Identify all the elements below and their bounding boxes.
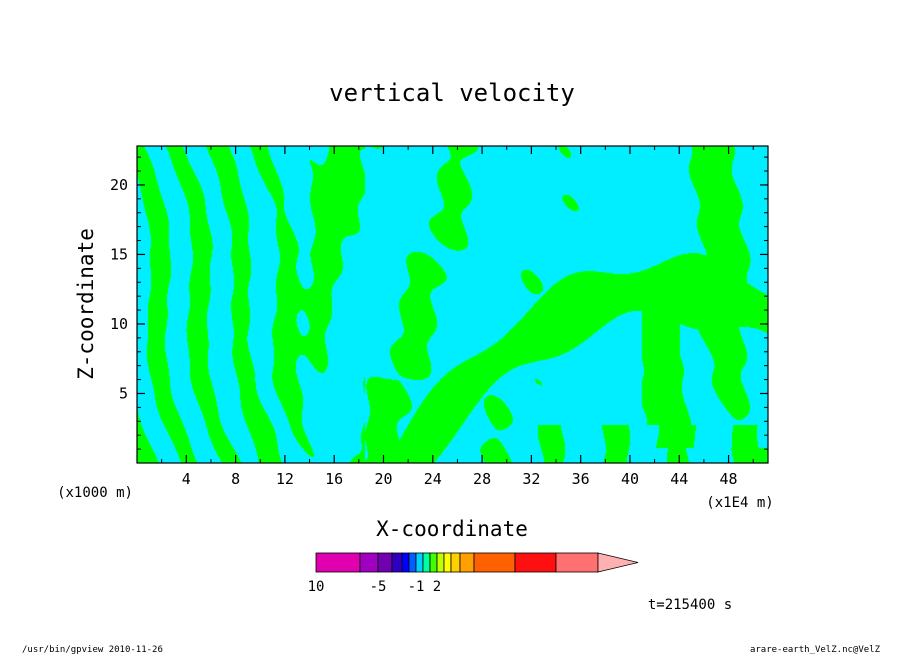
x-tick-label: 48 xyxy=(720,470,738,488)
x-tick-label: 4 xyxy=(182,470,191,488)
colorbar-segment xyxy=(391,552,403,573)
colorbar-tick-label: 2 xyxy=(433,579,441,595)
x-tick-label: 20 xyxy=(374,470,392,488)
colorbar-segment xyxy=(514,552,557,573)
colorbar-segment xyxy=(401,552,410,573)
x-unit-right: (x1E4 m) xyxy=(706,495,773,511)
x-unit-left: (x1000 m) xyxy=(57,485,133,501)
colorbar-tick-label: -5 xyxy=(370,579,387,595)
colorbar-tick-labels: -5 -1 2 10 xyxy=(308,579,442,595)
colorbar-segment xyxy=(436,552,445,573)
y-tick-label: 15 xyxy=(110,245,128,263)
x-tick-label: 16 xyxy=(325,470,343,488)
colorbar-segment xyxy=(359,552,379,573)
velocity-field-image xyxy=(137,146,768,463)
x-axis-ticks: 4 8 12 16 20 24 28 32 36 40 44 48 xyxy=(161,146,754,488)
colorbar-segment xyxy=(429,552,438,573)
x-tick-label: 8 xyxy=(231,470,240,488)
time-label: t=215400 s xyxy=(648,597,732,613)
colorbar-arrow xyxy=(597,552,639,573)
chart-title: vertical velocity xyxy=(329,79,575,107)
colorbar-tick-label: 10 xyxy=(308,579,325,595)
colorbar-segment xyxy=(422,552,431,573)
colorbar-segment xyxy=(377,552,393,573)
colorbar-segment xyxy=(450,552,461,573)
y-tick-label: 5 xyxy=(119,384,128,402)
y-tick-label: 20 xyxy=(110,176,128,194)
colorbar-segment xyxy=(315,552,361,573)
x-tick-label: 44 xyxy=(670,470,688,488)
colorbar-segment xyxy=(408,552,417,573)
x-tick-label: 32 xyxy=(522,470,540,488)
colorbar-segment xyxy=(459,552,475,573)
plot-area xyxy=(136,145,769,464)
colorbar-segment xyxy=(443,552,452,573)
y-tick-label: 10 xyxy=(110,315,128,333)
colorbar xyxy=(315,552,639,573)
plot-frame xyxy=(136,145,769,464)
x-tick-label: 24 xyxy=(424,470,442,488)
colorbar-tick-label: -1 xyxy=(408,579,425,595)
footer-right: arare-earth_VelZ.nc@VelZ xyxy=(750,645,881,654)
x-tick-label: 28 xyxy=(473,470,491,488)
footer-left: /usr/bin/gpview 2010-11-26 xyxy=(22,645,163,654)
colorbar-segment xyxy=(555,552,599,573)
y-axis-ticks: 5 10 15 20 xyxy=(110,156,768,450)
colorbar-segment xyxy=(473,552,516,573)
colorbar-segment xyxy=(415,552,424,573)
x-tick-label: 40 xyxy=(621,470,639,488)
x-axis-label: X-coordinate xyxy=(376,517,528,541)
x-tick-label: 12 xyxy=(276,470,294,488)
y-axis-label: Z-coordinate xyxy=(74,228,98,380)
x-tick-label: 36 xyxy=(572,470,590,488)
